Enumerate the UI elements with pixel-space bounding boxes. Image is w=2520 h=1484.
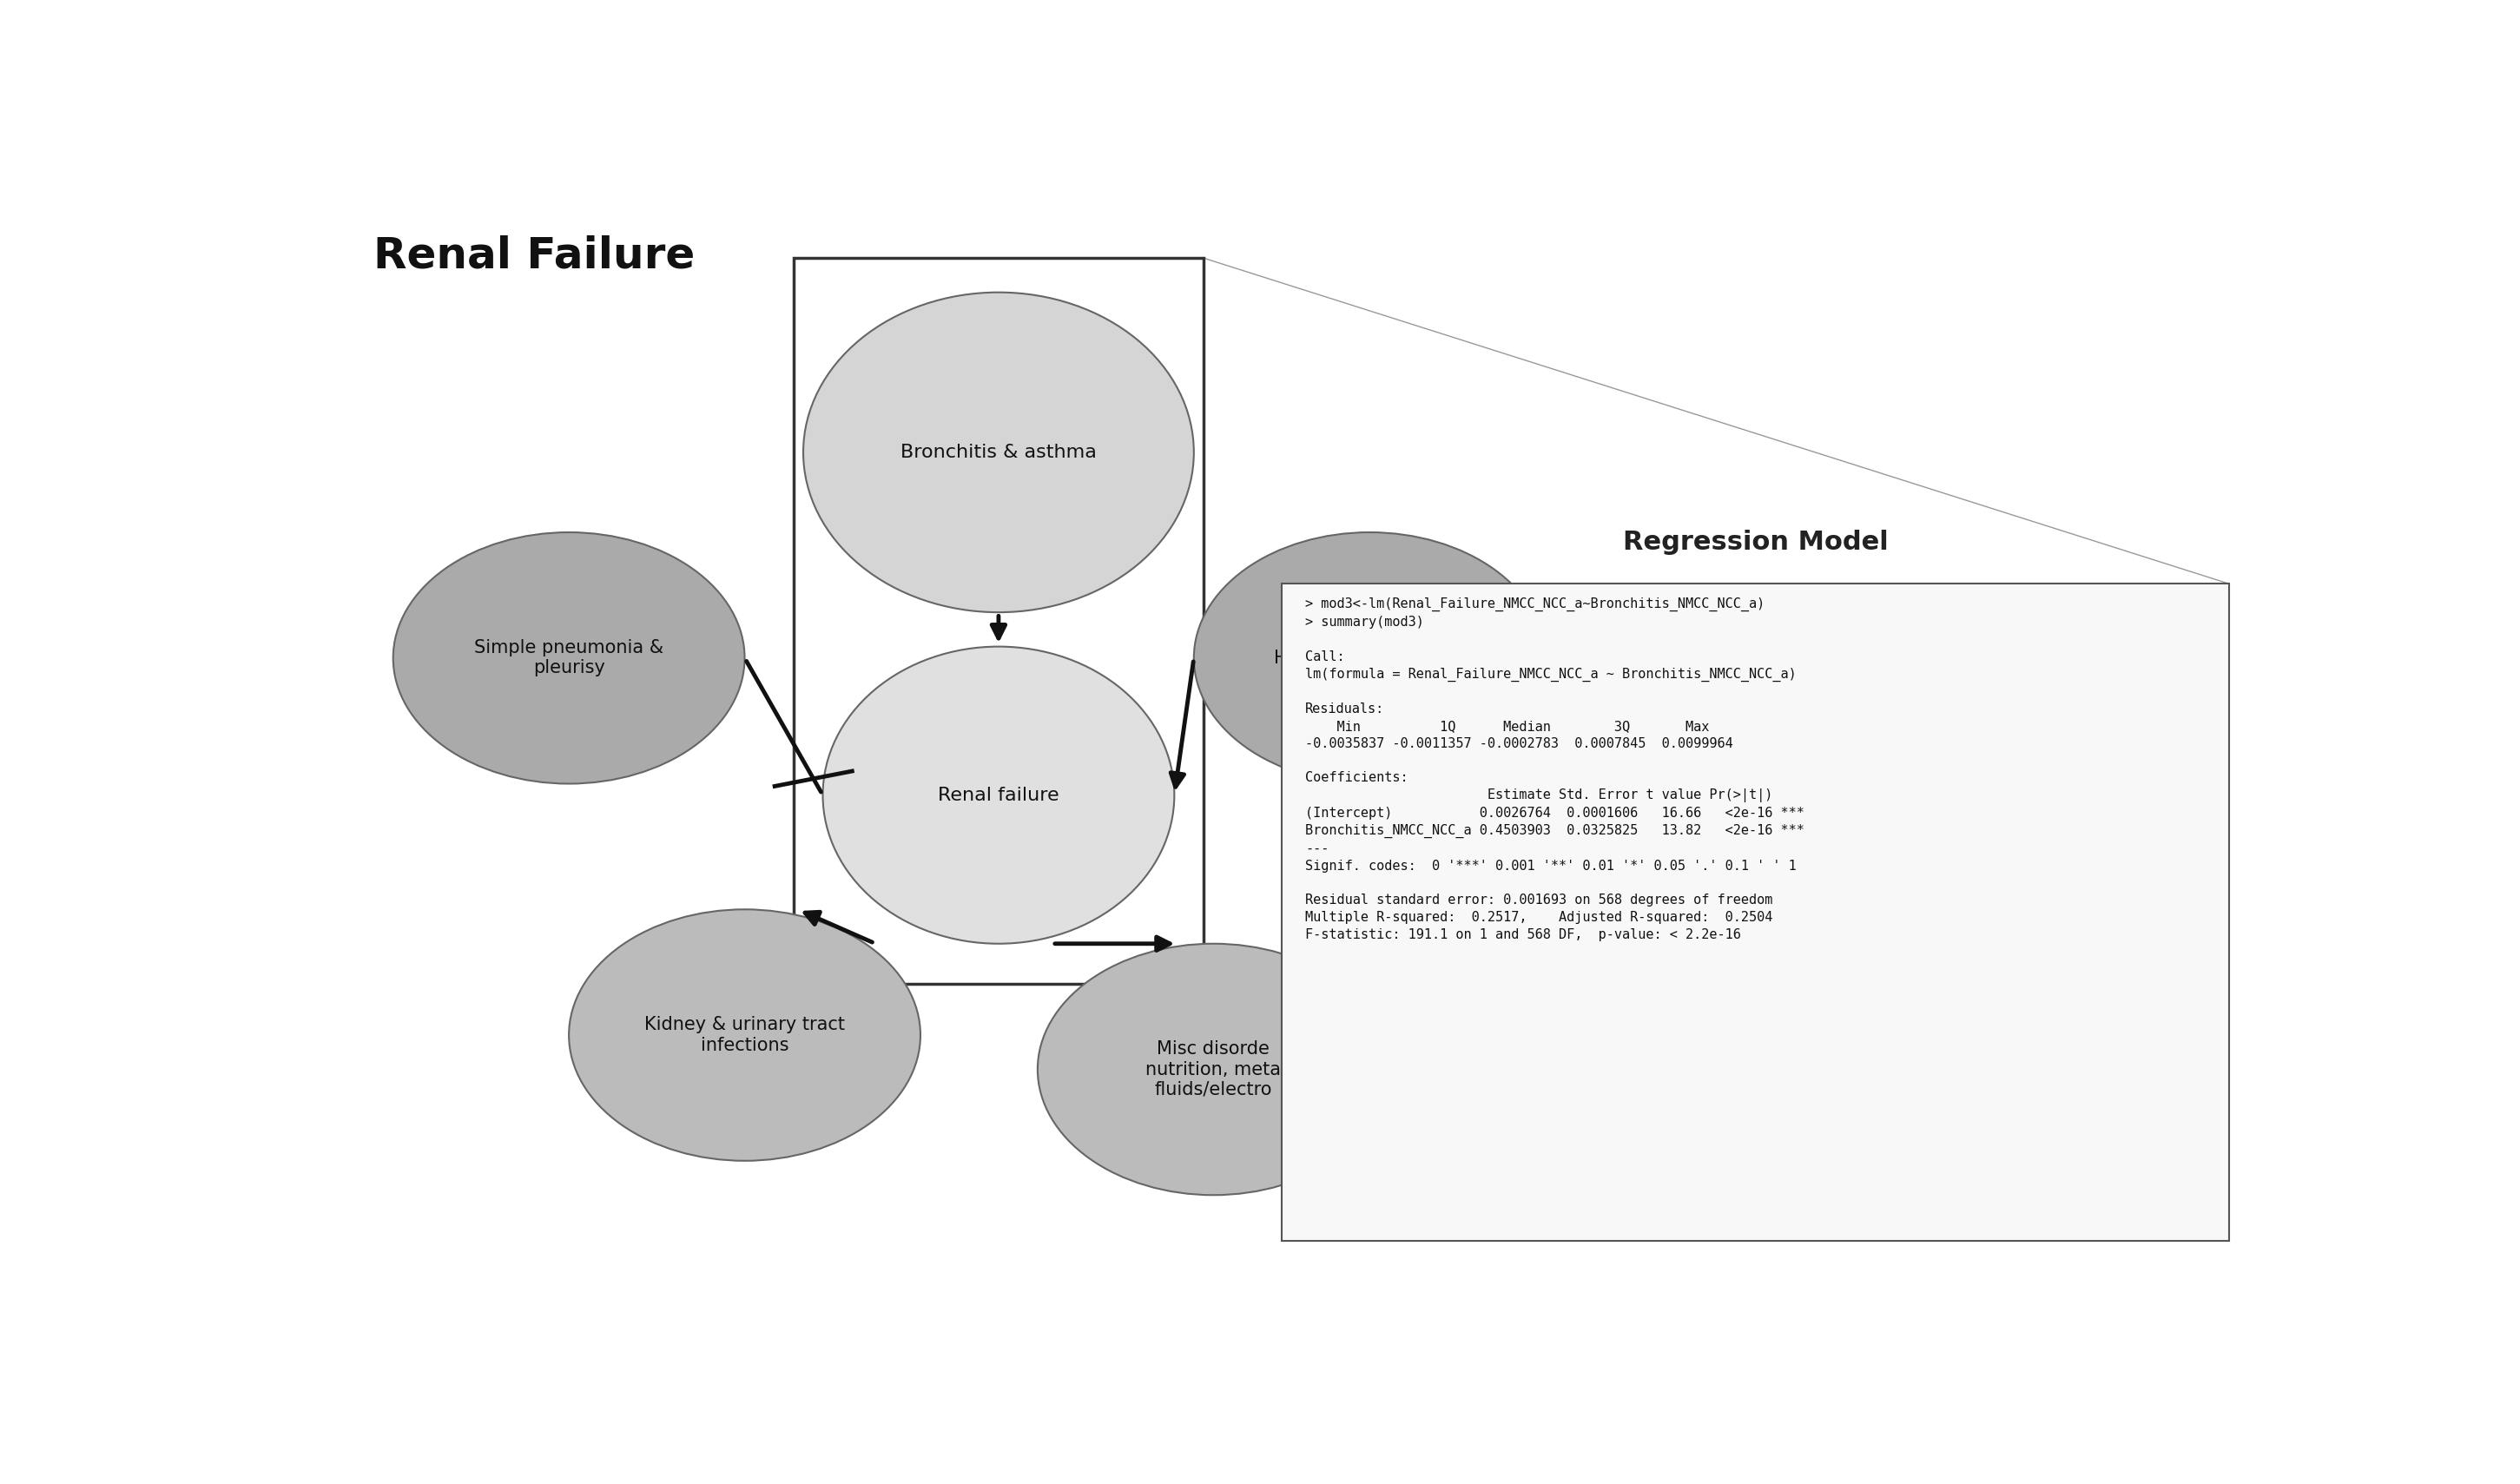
Ellipse shape <box>822 647 1174 944</box>
Text: Renal Failure: Renal Failure <box>373 236 696 278</box>
Text: Misc disorde
nutrition, meta
fluids/electro: Misc disorde nutrition, meta fluids/elec… <box>1147 1040 1280 1098</box>
Ellipse shape <box>1038 944 1389 1195</box>
Ellipse shape <box>804 292 1194 613</box>
Bar <box>1283 583 2230 1241</box>
Ellipse shape <box>393 533 746 784</box>
Text: > mod3<-lm(Renal_Failure_NMCC_NCC_a~Bronchitis_NMCC_NCC_a)
> summary(mod3)

Call: > mod3<-lm(Renal_Failure_NMCC_NCC_a~Bron… <box>1305 598 1804 941</box>
Text: Renal failure: Renal failure <box>937 787 1058 804</box>
Text: Bronchitis & asthma: Bronchitis & asthma <box>900 444 1096 462</box>
Bar <box>794 258 1205 984</box>
Ellipse shape <box>570 910 920 1160</box>
Text: Simple pneumonia &
pleurisy: Simple pneumonia & pleurisy <box>474 640 663 677</box>
Text: Regression Model: Regression Model <box>1623 530 1887 555</box>
Text: Heart failure & shock: Heart failure & shock <box>1275 650 1464 666</box>
Ellipse shape <box>1194 533 1545 784</box>
Text: Kidney & urinary tract
infections: Kidney & urinary tract infections <box>645 1017 844 1054</box>
